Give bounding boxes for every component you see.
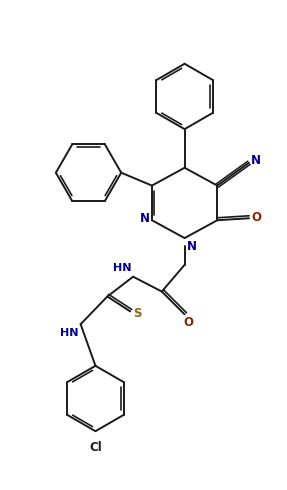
Text: N: N [187,240,197,253]
Text: O: O [184,316,193,329]
Text: Cl: Cl [89,441,102,454]
Text: S: S [133,307,141,320]
Text: HN: HN [113,263,131,273]
Text: N: N [251,154,261,167]
Text: HN: HN [60,328,79,338]
Text: O: O [251,211,261,224]
Text: N: N [140,212,150,225]
